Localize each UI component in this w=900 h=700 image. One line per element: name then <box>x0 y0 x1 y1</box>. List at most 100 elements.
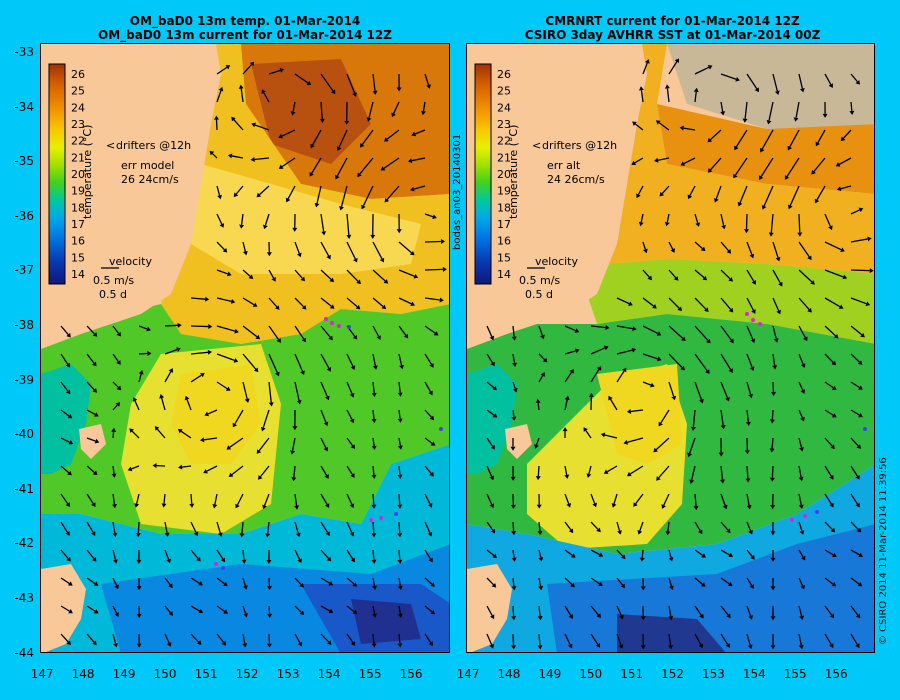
current-vector-arrow <box>372 493 375 505</box>
current-vector-arrow <box>346 269 359 282</box>
current-vector-arrowhead <box>727 581 733 587</box>
current-vector-arrowhead <box>127 466 133 472</box>
current-vector-arrow <box>312 129 322 146</box>
current-vector-arrow <box>294 493 298 506</box>
current-vector-arrowhead <box>770 616 776 621</box>
current-vector-arrow <box>398 577 401 587</box>
current-vector-arrow <box>268 353 278 373</box>
latitude-tick-label: -35 <box>14 154 34 169</box>
current-vector-arrowhead <box>91 502 96 508</box>
current-vector-arrowhead <box>770 586 776 591</box>
current-vector-arrowhead <box>638 221 644 227</box>
current-vector-arrowhead <box>292 426 298 431</box>
current-vector-arrow <box>372 353 376 366</box>
current-vector-arrow <box>694 493 697 507</box>
latitude-tick-label: -37 <box>14 263 34 278</box>
drifter-legend-icon: < <box>106 139 115 152</box>
left-map-panel[interactable]: 26 25 24 23 22 21 20 19 18 17 16 15 14 temperature (… <box>40 43 450 653</box>
current-vector-arrow <box>770 213 774 233</box>
current-vector-arrowhead <box>536 504 542 509</box>
current-vector-arrow <box>60 381 69 392</box>
current-vector-arrow <box>294 577 302 585</box>
current-vector-arrow <box>138 325 148 330</box>
current-vector-arrow <box>372 521 375 534</box>
current-vector-arrowhead <box>800 555 806 561</box>
current-vector-arrow <box>398 465 401 475</box>
current-vector-arrowhead <box>383 279 389 284</box>
current-vector-arrow <box>616 605 622 617</box>
current-vector-arrow <box>112 493 116 505</box>
current-vector-arrow <box>216 241 225 251</box>
current-vector-arrowhead <box>344 120 350 125</box>
current-vector-arrow <box>60 353 69 365</box>
current-vector-arrowhead <box>831 360 837 366</box>
current-vector-arrowhead <box>427 503 433 508</box>
current-vector-arrowhead <box>403 333 409 339</box>
current-vector-arrow <box>242 325 258 338</box>
current-vector-arrow <box>320 493 328 505</box>
current-vector-arrowhead <box>858 385 863 390</box>
current-vector-arrowhead <box>840 247 845 252</box>
current-vector-arrow <box>346 297 358 308</box>
current-vector-arrow <box>372 633 375 644</box>
current-vector-arrowhead <box>371 392 377 398</box>
current-vector-arrowhead <box>262 504 267 510</box>
current-vector-arrow <box>694 269 705 279</box>
current-vector-arrow <box>850 465 858 477</box>
current-vector-arrowhead <box>258 475 263 480</box>
current-vector-arrowhead <box>569 368 574 374</box>
current-vector-arrow <box>60 521 69 533</box>
current-vector-arrow <box>746 353 753 368</box>
current-vector-arrow <box>424 605 433 613</box>
current-vector-arrow <box>242 353 257 370</box>
current-vector-arrow <box>642 241 646 250</box>
current-vector-arrow <box>798 633 802 646</box>
current-vector-arrowhead <box>328 581 334 586</box>
current-vector-arrowhead <box>583 427 588 432</box>
current-vector-arrowhead <box>442 266 447 272</box>
current-vector-arrow <box>746 297 755 311</box>
current-vector-arrowhead <box>235 503 240 509</box>
current-vector-arrow <box>564 577 573 585</box>
current-vector-arrow <box>537 465 540 477</box>
current-vector-arrowhead <box>511 336 517 341</box>
current-vector-arrowhead <box>361 204 366 210</box>
current-vector-arrow <box>86 325 96 335</box>
current-vector-arrowhead <box>772 365 778 370</box>
current-vector-arrow <box>668 297 680 309</box>
current-vector-arrow <box>735 129 748 148</box>
current-vector-arrowhead <box>770 531 776 536</box>
current-vector-arrow <box>424 353 433 365</box>
current-vector-arrow <box>60 465 70 474</box>
current-vector-arrowhead <box>568 528 574 534</box>
current-vector-arrowhead <box>285 197 291 203</box>
current-vector-arrowhead <box>856 444 862 449</box>
current-vector-arrowhead <box>261 89 266 94</box>
right-map-panel[interactable]: 26 25 24 23 22 21 20 19 18 17 16 15 14 temperature (… <box>466 43 875 653</box>
current-vector-arrow <box>486 353 494 364</box>
current-vector-arrow <box>588 465 592 475</box>
current-vector-arrow <box>616 349 633 355</box>
current-vector-arrow <box>346 73 356 94</box>
current-vector-arrowhead <box>598 552 604 557</box>
current-vector-arrowhead <box>865 301 871 307</box>
right-err-label: err alt <box>547 159 581 172</box>
current-vector-arrowhead <box>768 232 774 237</box>
current-vector-arrow <box>694 521 701 532</box>
current-vector-arrowhead <box>769 477 775 482</box>
current-vector-arrowhead <box>238 84 244 89</box>
current-vector-arrowhead <box>831 413 837 418</box>
current-vector-arrow <box>512 633 515 646</box>
current-vector-arrow <box>590 369 600 383</box>
current-vector-arrowhead <box>152 463 157 469</box>
current-vector-arrowhead <box>542 357 548 363</box>
current-vector-arrow <box>112 577 118 586</box>
current-vector-arrowhead <box>769 448 775 453</box>
current-vector-arrow <box>668 241 674 250</box>
current-vector-arrow <box>190 493 193 504</box>
current-vector-arrowhead <box>728 307 734 313</box>
current-vector-arrow <box>772 297 780 312</box>
current-vector-arrowhead <box>748 530 753 535</box>
current-vector-arrowhead <box>239 224 245 229</box>
current-vector-arrowhead <box>718 452 724 457</box>
